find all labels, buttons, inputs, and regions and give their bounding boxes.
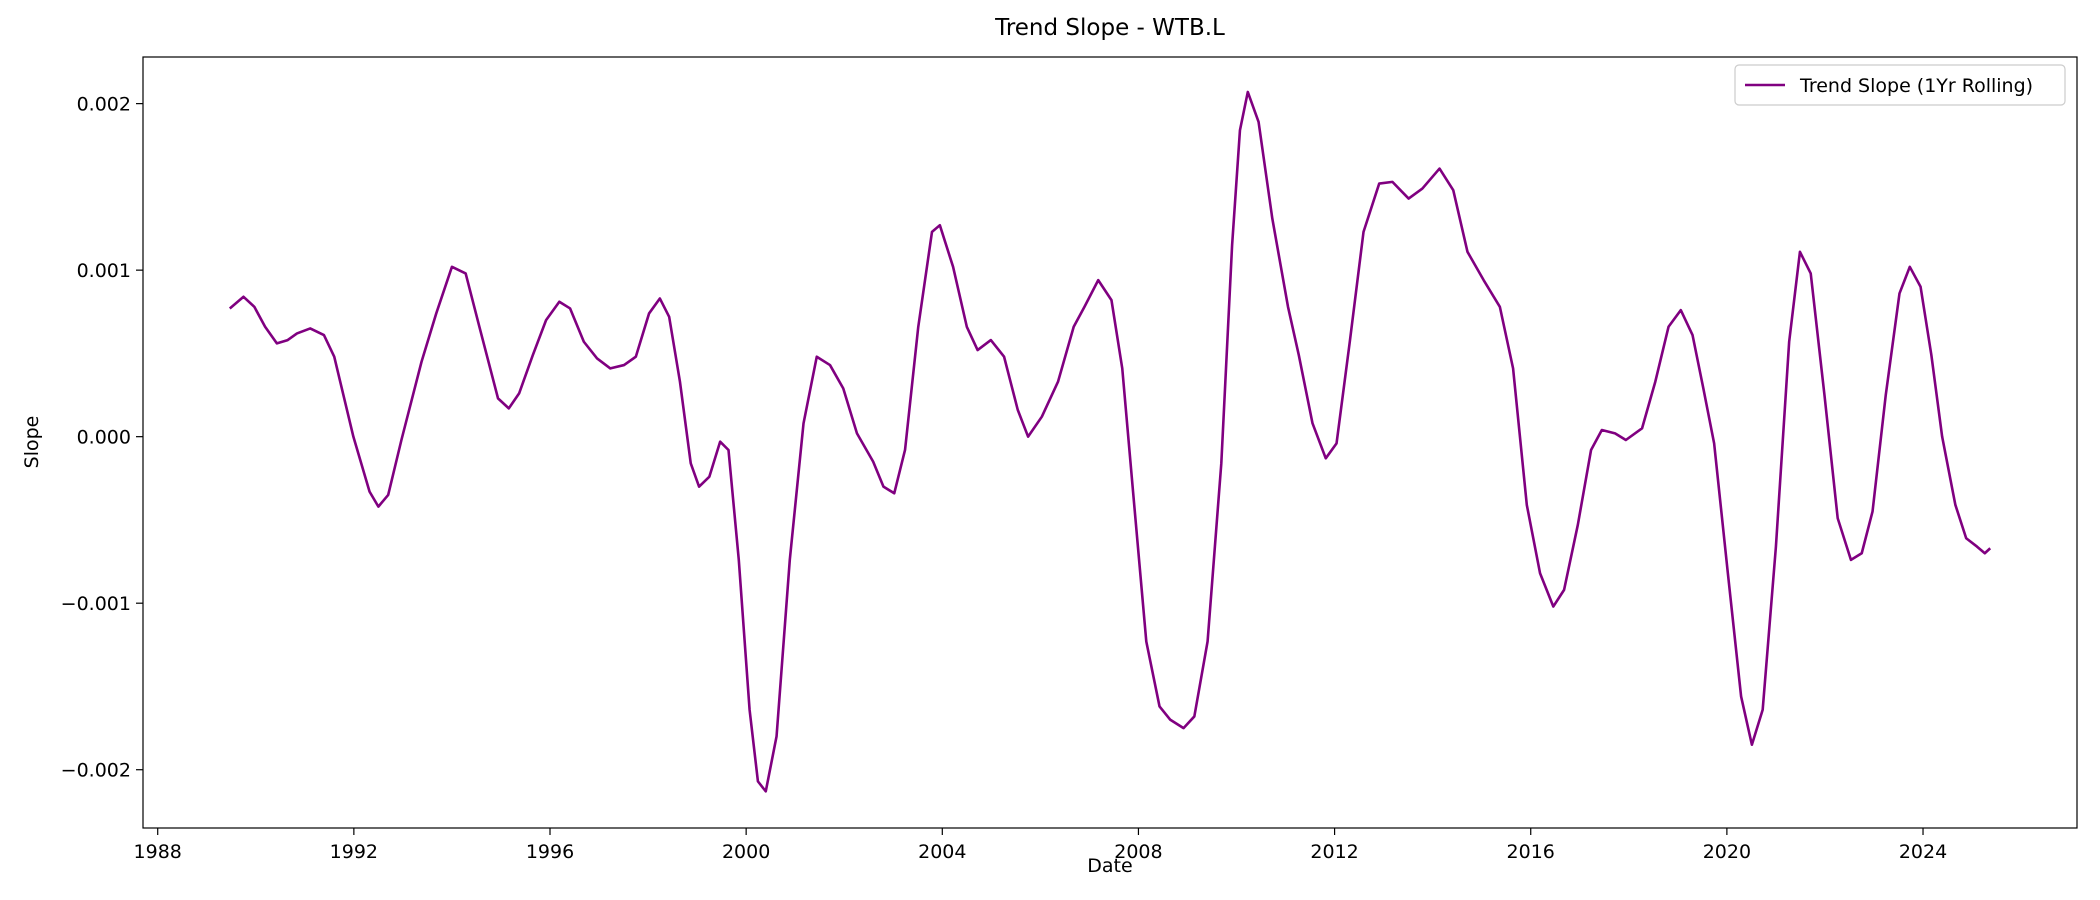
y-tick-label: −0.001 — [61, 593, 131, 615]
chart-title: Trend Slope - WTB.L — [994, 15, 1225, 41]
y-axis-label: Slope — [21, 416, 43, 469]
legend-label: Trend Slope (1Yr Rolling) — [1799, 75, 2033, 97]
x-tick-label: 2012 — [1310, 841, 1358, 863]
x-axis-label: Date — [1087, 855, 1132, 877]
x-tick-label: 2008 — [1114, 841, 1162, 863]
line-series — [228, 90, 1992, 793]
legend-box — [1734, 64, 2066, 106]
x-tick-label: 1996 — [526, 841, 574, 863]
y-tick-label: 0.002 — [77, 94, 131, 116]
x-tick-label: 2004 — [918, 841, 966, 863]
x-tick-label: 2000 — [722, 841, 770, 863]
y-tick-label: 0.000 — [77, 427, 131, 449]
x-tick-label: 2024 — [1899, 841, 1947, 863]
y-tick-label: −0.002 — [61, 760, 131, 782]
x-tick-label: 2016 — [1507, 841, 1555, 863]
y-tick-label: 0.001 — [77, 260, 131, 282]
x-tick-label: 1988 — [134, 841, 182, 863]
plot-frame — [142, 56, 2078, 829]
x-tick-label: 1992 — [330, 841, 378, 863]
x-tick-label: 2020 — [1703, 841, 1751, 863]
